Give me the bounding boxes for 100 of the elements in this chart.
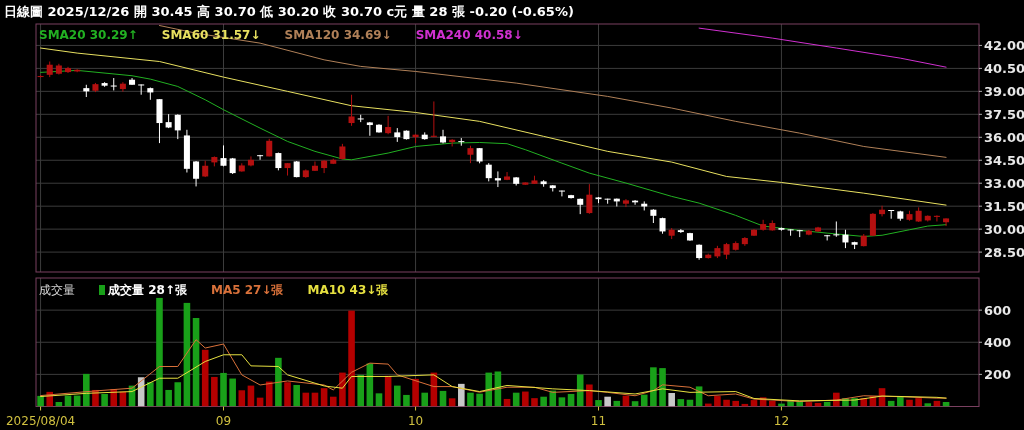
bar bbox=[897, 396, 904, 407]
x-tick-label: 09 bbox=[215, 413, 232, 428]
y-tick-label: 37.50 bbox=[984, 107, 1024, 123]
bar bbox=[101, 393, 108, 407]
candlestick bbox=[174, 113, 181, 140]
candlestick bbox=[943, 217, 950, 227]
line-series bbox=[40, 354, 947, 402]
text: SMA240 40.58↓ bbox=[415, 28, 523, 42]
bar bbox=[229, 378, 236, 407]
candlestick bbox=[485, 162, 492, 182]
bar bbox=[714, 396, 721, 407]
text: SMA20 30.29↑ bbox=[39, 28, 138, 42]
y-tick-label: 40.50 bbox=[984, 61, 1024, 77]
x-tick-label: 10 bbox=[407, 413, 424, 428]
text: MA10 43↓張 bbox=[307, 283, 390, 297]
bar bbox=[293, 384, 300, 407]
bar bbox=[650, 367, 657, 407]
candlestick bbox=[110, 77, 117, 91]
candlestick bbox=[193, 160, 200, 187]
y-tick-label: 42.00 bbox=[984, 38, 1024, 54]
candlestick bbox=[138, 83, 145, 96]
bar bbox=[769, 400, 776, 407]
candlestick bbox=[430, 100, 437, 138]
line-series bbox=[40, 47, 947, 206]
bar bbox=[924, 403, 932, 407]
text: MA5 27↓張 bbox=[210, 283, 285, 297]
y-tick-label: 200 bbox=[984, 367, 1012, 383]
y-tick-label: 36.00 bbox=[984, 130, 1024, 146]
bar bbox=[238, 390, 246, 407]
bar bbox=[531, 398, 538, 407]
bar bbox=[485, 372, 493, 407]
y-tick-label: 33.00 bbox=[984, 176, 1024, 192]
bar bbox=[458, 383, 465, 407]
bar bbox=[220, 372, 227, 407]
x-tick-label: 11 bbox=[590, 413, 607, 428]
candlestick bbox=[385, 115, 392, 135]
bar bbox=[906, 399, 913, 407]
bar bbox=[915, 398, 922, 407]
bar bbox=[659, 368, 666, 407]
x-tick-label: 2025/08/04 bbox=[5, 413, 76, 428]
candlestick bbox=[833, 220, 840, 238]
y-tick-label: 34.50 bbox=[984, 153, 1024, 169]
bar bbox=[421, 392, 429, 407]
y-tick-label: 31.50 bbox=[984, 199, 1024, 215]
bar bbox=[201, 349, 209, 407]
bar bbox=[668, 393, 675, 407]
line-series bbox=[698, 27, 947, 68]
legend-label: 成交量 28↑張 bbox=[107, 283, 188, 297]
bar bbox=[375, 393, 383, 407]
y-tick-label: 39.00 bbox=[984, 84, 1024, 100]
bar bbox=[348, 310, 355, 407]
bar bbox=[211, 376, 218, 407]
bar bbox=[275, 357, 282, 407]
bar bbox=[732, 400, 739, 407]
bar bbox=[540, 396, 547, 407]
series-label: SMA120 34.69↓ bbox=[284, 28, 392, 42]
bar bbox=[147, 382, 154, 407]
bar bbox=[558, 397, 566, 407]
y-tick-label: 28.50 bbox=[984, 245, 1024, 261]
bar bbox=[357, 374, 364, 407]
candlestick bbox=[622, 198, 629, 208]
line-series bbox=[158, 25, 947, 158]
candlestick bbox=[504, 171, 511, 181]
x-tick-label: 12 bbox=[773, 413, 790, 428]
chart-title: 成交量 bbox=[39, 283, 75, 297]
bar bbox=[604, 396, 611, 407]
candlestick bbox=[119, 81, 126, 93]
series-label: SMA60 31.57↓ bbox=[161, 28, 261, 42]
bar bbox=[156, 297, 163, 407]
bar bbox=[595, 400, 602, 407]
candlestick bbox=[321, 159, 328, 174]
candlestick bbox=[257, 154, 264, 161]
bar bbox=[284, 382, 291, 407]
bar bbox=[37, 395, 44, 407]
bar bbox=[412, 378, 419, 407]
candlestick bbox=[558, 190, 565, 197]
y-tick-label: 600 bbox=[984, 303, 1012, 319]
bar bbox=[640, 394, 648, 407]
bar bbox=[329, 396, 337, 407]
bar bbox=[549, 390, 557, 407]
bar bbox=[83, 373, 90, 407]
candlestick bbox=[311, 160, 318, 172]
chart-title: 日線圖 2025/12/26 開 30.45 高 30.70 低 30.20 收 30.70 c元 量 28 張 -0.20 (-0.65%) bbox=[4, 4, 574, 19]
bar bbox=[174, 382, 182, 407]
bar bbox=[403, 394, 410, 407]
bar bbox=[265, 381, 273, 407]
bar bbox=[467, 392, 474, 407]
candlestick bbox=[348, 94, 355, 127]
candlestick bbox=[760, 219, 767, 232]
bar bbox=[586, 384, 593, 407]
bar bbox=[723, 399, 730, 407]
candlestick bbox=[787, 228, 794, 237]
candlestick bbox=[586, 183, 593, 215]
bar bbox=[165, 389, 172, 407]
candlestick bbox=[933, 214, 940, 222]
candlestick bbox=[156, 98, 163, 144]
bar bbox=[476, 393, 483, 407]
y-tick-label: 400 bbox=[984, 335, 1012, 351]
y-tick-label: 30.00 bbox=[984, 222, 1024, 238]
candlestick bbox=[37, 74, 44, 79]
